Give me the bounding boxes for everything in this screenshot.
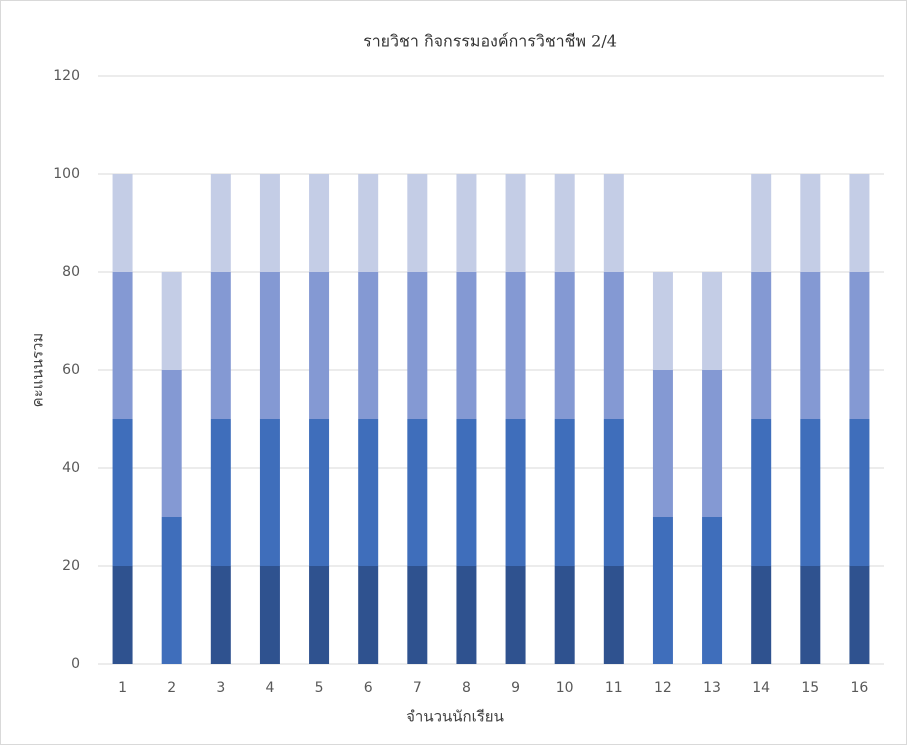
y-tick-label: 60 (62, 362, 80, 378)
bar-segment (554, 174, 575, 272)
x-tick-label: 11 (605, 680, 623, 696)
bar-segment (751, 174, 772, 272)
bar-segment (210, 566, 231, 664)
bar-segment (407, 174, 428, 272)
x-tick-label: 7 (413, 680, 422, 696)
x-tick-label: 15 (801, 680, 819, 696)
x-tick-label: 3 (216, 680, 225, 696)
bar-segment (554, 419, 575, 566)
bar-segment (652, 272, 673, 370)
bar-segment (849, 566, 870, 664)
bar-segment (407, 419, 428, 566)
bar-segment (849, 174, 870, 272)
bar-segment (309, 419, 330, 566)
y-tick-label: 100 (53, 166, 80, 182)
bar-segment (112, 419, 133, 566)
bar-segment (505, 419, 526, 566)
bar-segment (210, 174, 231, 272)
bar-segment (112, 272, 133, 419)
bar-segment (603, 419, 624, 566)
bar-segment (259, 272, 280, 419)
y-axis-title: คะแนนรวม (29, 333, 47, 408)
bar-segment (751, 272, 772, 419)
bar-segment (456, 419, 477, 566)
x-axis-title: จำนวนนักเรียน (406, 708, 504, 726)
bar-segment (849, 419, 870, 566)
bar-segment (309, 566, 330, 664)
bar-segment (800, 272, 821, 419)
bar-segment (309, 174, 330, 272)
bar-segment (259, 174, 280, 272)
chart-title: รายวิชา กิจกรรมองค์การวิชาชีพ 2/4 (363, 32, 617, 51)
bar-segment (505, 174, 526, 272)
bar-segment (751, 419, 772, 566)
bar-segment (161, 517, 182, 664)
bar-segment (210, 419, 231, 566)
x-tick-label: 13 (703, 680, 721, 696)
bar-segment (259, 566, 280, 664)
y-tick-label: 0 (71, 656, 80, 672)
bar-segment (800, 419, 821, 566)
bar-segment (702, 370, 723, 517)
bar-segment (751, 566, 772, 664)
bar-segment (702, 272, 723, 370)
bar-segment (112, 566, 133, 664)
x-tick-label: 16 (851, 680, 869, 696)
bar-segment (505, 566, 526, 664)
x-tick-label: 6 (364, 680, 373, 696)
x-tick-label: 2 (167, 680, 176, 696)
bar-segment (554, 272, 575, 419)
bar-segment (259, 419, 280, 566)
bar-segment (456, 174, 477, 272)
bar-segment (210, 272, 231, 419)
bar-segment (652, 370, 673, 517)
bar-segment (849, 272, 870, 419)
bar-segment (505, 272, 526, 419)
bar-segment (456, 566, 477, 664)
bar-segment (161, 272, 182, 370)
x-tick-label: 1 (118, 680, 127, 696)
bar-segment (554, 566, 575, 664)
x-tick-label: 14 (752, 680, 770, 696)
x-tick-label: 4 (265, 680, 274, 696)
bar-segment (603, 174, 624, 272)
bar-segment (652, 517, 673, 664)
bar-segment (112, 174, 133, 272)
bar-segment (800, 566, 821, 664)
bar-segment (358, 174, 379, 272)
bar-segment (358, 419, 379, 566)
bar-segment (161, 370, 182, 517)
bar-segment (407, 566, 428, 664)
y-tick-label: 80 (62, 264, 80, 280)
x-tick-label: 10 (556, 680, 574, 696)
x-tick-label: 9 (511, 680, 520, 696)
bar-segment (358, 272, 379, 419)
y-tick-label: 20 (62, 558, 80, 574)
x-tick-label: 8 (462, 680, 471, 696)
bar-segment (800, 174, 821, 272)
bar-segment (309, 272, 330, 419)
bar-segment (456, 272, 477, 419)
x-tick-label: 12 (654, 680, 672, 696)
y-tick-label: 120 (53, 68, 80, 84)
bar-segment (702, 517, 723, 664)
x-tick-label: 5 (315, 680, 324, 696)
bar-segment (603, 272, 624, 419)
bar-segment (407, 272, 428, 419)
y-tick-label: 40 (62, 460, 80, 476)
bar-segment (358, 566, 379, 664)
bar-segment (603, 566, 624, 664)
